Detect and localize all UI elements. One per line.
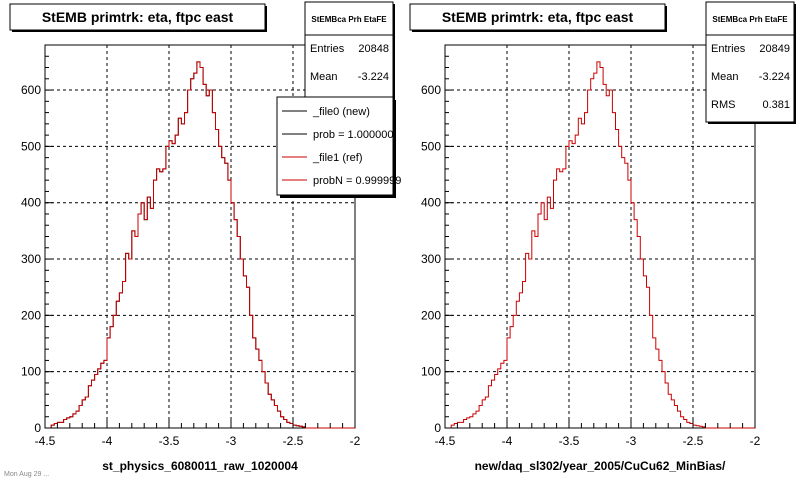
x-tick-label: -4 (502, 434, 513, 448)
x-axis-label: st_physics_6080011_raw_1020004 (102, 459, 298, 473)
legend-box (276, 96, 394, 196)
y-tick-label: 400 (21, 196, 41, 210)
stats-label: Entries (711, 43, 746, 55)
stats-header: StEMBca Prh EtaFE (712, 15, 788, 24)
title-box (409, 3, 666, 31)
y-tick-label: 600 (21, 83, 41, 97)
x-tick-label: -2.5 (683, 434, 704, 448)
stats-value: -3.224 (759, 71, 790, 83)
y-tick-label: 0 (34, 421, 41, 435)
legend-entry-label: _file0 (new) (312, 106, 370, 118)
x-axis-label: new/daq_sl302/year_2005/CuCu62_MinBias/ (475, 459, 726, 473)
x-tick-label: -4 (102, 434, 113, 448)
y-tick-label: 100 (21, 365, 41, 379)
y-tick-label: 600 (421, 83, 441, 97)
y-tick-label: 0 (434, 421, 441, 435)
stats-label: Entries (310, 43, 345, 55)
stats-box (304, 1, 394, 101)
stats-label: RMS (711, 99, 735, 111)
plot-title: StEMB primtrk: eta, ftpc east (442, 9, 634, 25)
histogram-ref (445, 61, 755, 429)
x-tick-label: -3 (626, 434, 637, 448)
y-tick-label: 300 (421, 252, 441, 266)
footer-timestamp: Mon Aug 29 ... (4, 471, 49, 478)
plot-frame (444, 44, 756, 429)
x-tick-label: -4.5 (35, 434, 56, 448)
stats-value: 20849 (759, 43, 790, 55)
stats-value: 20848 (358, 43, 389, 55)
legend-entry-label: _file1 (ref) (312, 152, 363, 164)
stats-box (705, 1, 795, 123)
y-tick-label: 200 (21, 308, 41, 322)
x-tick-label: -4.5 (435, 434, 456, 448)
title-box (9, 3, 266, 31)
stats-value: -3.224 (358, 71, 389, 83)
legend-entry-label: prob = 1.000000 (313, 129, 393, 141)
stats-label: Mean (711, 71, 739, 83)
x-tick-label: -2.5 (283, 434, 304, 448)
y-tick-label: 100 (421, 365, 441, 379)
y-tick-label: 200 (421, 308, 441, 322)
legend-entry-label: probN = 0.999999 (313, 175, 401, 187)
y-tick-label: 500 (421, 139, 441, 153)
x-tick-label: -3 (226, 434, 237, 448)
stats-label: Mean (310, 71, 338, 83)
y-tick-label: 500 (21, 139, 41, 153)
y-tick-label: 400 (421, 196, 441, 210)
x-tick-label: -2 (350, 434, 361, 448)
x-tick-label: -3.5 (159, 434, 180, 448)
y-tick-label: 300 (21, 252, 41, 266)
stats-value: 0.381 (762, 99, 790, 111)
stats-header: StEMBca Prh EtaFE (311, 15, 387, 24)
plot-title: StEMB primtrk: eta, ftpc east (42, 9, 234, 25)
x-tick-label: -2 (750, 434, 761, 448)
histogram-ref (45, 61, 355, 429)
x-tick-label: -3.5 (559, 434, 580, 448)
